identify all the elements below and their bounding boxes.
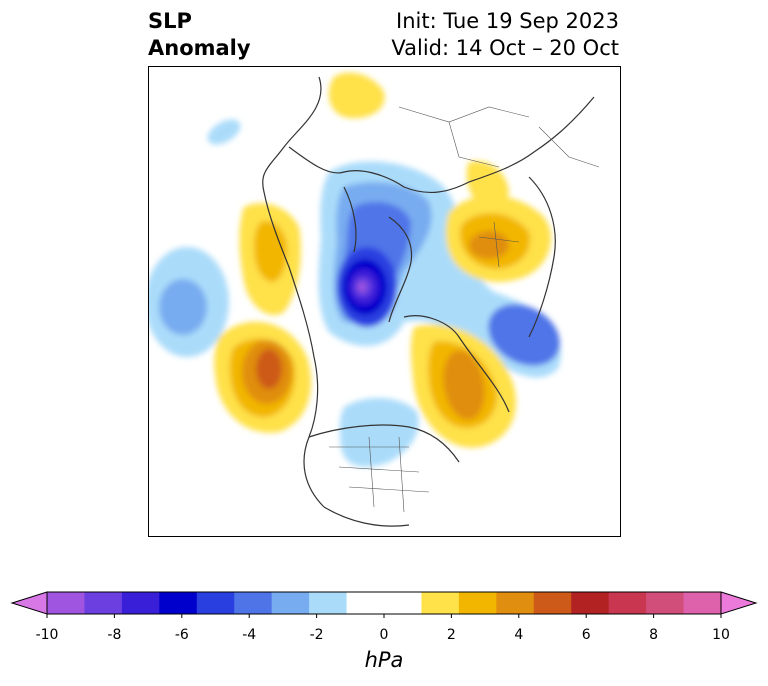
low-anomaly-atlantic-inner [159,279,207,335]
colorbar-segment [84,592,123,614]
colorbar-segment [496,592,535,614]
low-anomaly-north-america [339,397,419,467]
map-title: SLP Anomaly [148,8,251,62]
colorbar-segment [533,592,572,614]
anomaly-map [148,66,621,537]
high-anomaly-east-asia-core [469,231,509,259]
colorbar-segment [683,592,722,614]
colorbar-segment [271,592,310,614]
colorbar-tick-label: 6 [581,627,591,643]
colorbar-segment [458,592,497,614]
high-anomaly-kamchatka [466,161,509,208]
high-anomaly-pacific-core [443,350,485,420]
anomaly-contours [149,72,561,467]
colorbar-segment [121,592,160,614]
anomaly-map-svg [149,72,600,527]
colorbar [10,591,758,618]
colorbar-tick-label: 2 [446,627,456,643]
colorbar-segment [196,592,235,614]
colorbar-tick-label: -8 [107,627,122,643]
high-anomaly-europe [328,72,385,119]
title-line-1: SLP [148,9,192,33]
low-anomaly-east [488,304,560,366]
colorbar-segment [421,592,460,614]
high-anomaly-atlantic-core [256,349,282,389]
coastlines [262,76,595,527]
colorbar-units: hPa [364,648,404,672]
colorbar-tick-label: 0 [379,627,389,643]
colorbar-tick-label: -2 [309,627,324,643]
low-anomaly-arctic-core [358,282,366,292]
colorbar-tick-label: 10 [712,627,730,643]
low-anomaly-small-nw [207,119,241,145]
colorbar-extend-min [10,591,48,615]
title-line-2: Anomaly [148,36,251,60]
colorbar-segment [309,592,348,614]
colorbar-segment [608,592,647,614]
colorbar-tick-label: -10 [35,627,59,643]
colorbar-tick-label: -6 [174,627,189,643]
init-date: Init: Tue 19 Sep 2023 [396,9,619,33]
colorbar-segment [571,592,610,614]
colorbar-tick-label: -4 [242,627,257,643]
valid-range: Valid: 14 Oct – 20 Oct [391,36,619,60]
colorbar-segment [384,592,422,614]
colorbar-tick-label: 4 [514,627,524,643]
date-info: Init: Tue 19 Sep 2023 Valid: 14 Oct – 20… [391,8,619,62]
colorbar-segments [10,591,758,618]
colorbar-segment [234,592,273,614]
colorbar-segment [646,592,685,614]
colorbar-segment [346,592,385,614]
colorbar-tick-label: 8 [649,627,659,643]
colorbar-segment [47,592,85,614]
high-anomaly-greenland-inner [254,221,287,282]
country-borders [329,106,600,513]
colorbar-extend-max [720,591,758,615]
colorbar-segment [159,592,198,614]
